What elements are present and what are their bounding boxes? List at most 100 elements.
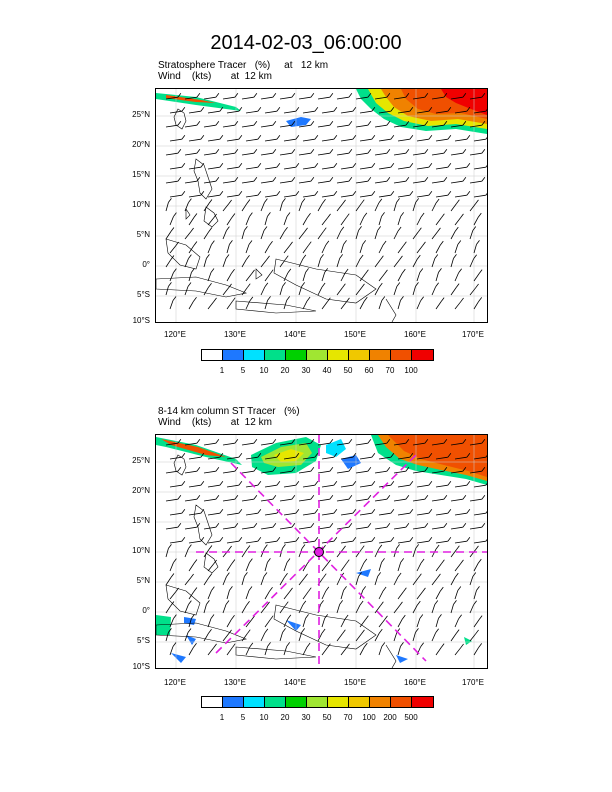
panel1-wind-barb: [435, 138, 448, 142]
panel2-wind-barb: [298, 577, 305, 586]
panel2-wind-barb-flag: [291, 522, 296, 528]
panel1-wind-barb: [184, 258, 189, 268]
panel2-wind-barb-flag: [396, 544, 400, 549]
panel1-wind-barb: [321, 110, 334, 114]
panel1-wind-barb: [412, 202, 417, 212]
panel1-wind-barb-flag: [422, 241, 426, 247]
panel2-wind-barb: [317, 632, 323, 642]
panel1-lon-150e: 150°E: [344, 330, 366, 339]
panel1-wind-barb-flag: [251, 269, 255, 275]
panel1-wind-barb: [222, 230, 227, 240]
panel2-wind-barb-flag: [295, 508, 300, 514]
panel1-wind-barb-flag: [215, 92, 220, 98]
panel1-wind-barb: [431, 180, 444, 184]
panel1-wind-barb-flag: [365, 269, 369, 275]
panel2-wind-barb: [207, 484, 220, 488]
panel2-wind-barb: [336, 576, 342, 586]
panel2-wind-barb: [355, 526, 368, 530]
panel1-wind-barb-flag: [238, 190, 243, 196]
panel1-wind-barb-flag: [428, 190, 433, 196]
panel2-wind-barb-flag: [264, 628, 269, 634]
panel1-wind-barb: [298, 258, 304, 268]
panel2-wind-barb: [298, 470, 311, 474]
panel1-colorbar-label: 50: [343, 366, 353, 375]
panel2-wind-barb-flag: [363, 558, 368, 564]
panel1-wind-barb: [241, 259, 247, 268]
panel2-wind-barb-flag: [264, 544, 268, 549]
panel1-wind-barb-flag: [193, 213, 198, 218]
panel1-wind-barb: [184, 152, 197, 156]
panel1-wind-barb-flag: [460, 297, 464, 303]
panel2-colorbar-box: [223, 697, 244, 707]
panel1-wind-barb: [340, 301, 347, 310]
panel1-wind-barb-flag: [234, 148, 239, 154]
panel2-wind-barb: [450, 526, 463, 530]
panel1-wind-barb: [450, 180, 463, 184]
panel2-lat-10n: 10°N: [132, 546, 150, 555]
panel1-wind-barb-flag: [424, 176, 429, 182]
panel1-wind-barb-flag: [291, 176, 296, 182]
panel2-wind-barb-flag: [346, 643, 350, 649]
panel2-wind-barb: [412, 526, 425, 530]
panel1-wind-barb: [454, 244, 459, 254]
panel2-wind-barb-flag: [443, 494, 448, 500]
panel2-wind-barb-flag: [291, 494, 296, 500]
panel2-wind-barb: [378, 562, 382, 572]
panel2-wind-barb: [245, 512, 258, 516]
panel1-wind-barb-flag: [168, 198, 172, 203]
panel2-wind-barb: [355, 498, 368, 502]
panel1-wind-barb-flag: [253, 176, 258, 182]
panel2-wind-barb-flag: [234, 522, 239, 528]
panel1-wind-barb-flag: [226, 226, 230, 231]
panel2-wind-barb: [283, 591, 290, 600]
panel2-wind-barb: [416, 562, 422, 572]
panel1-wind-barb-flag: [367, 148, 372, 154]
panel2-wind-barb: [473, 562, 479, 572]
panel2-wind-barb: [165, 526, 178, 530]
panel1-wind-barb: [336, 287, 343, 296]
panel2-wind-barb-flag: [371, 480, 376, 486]
panel2-wind-barb-flag: [168, 544, 172, 549]
panel1-wind-barb: [260, 259, 267, 268]
panel2-lon-120e: 120°E: [164, 678, 186, 687]
panel1-colorbar-label: 30: [301, 366, 311, 375]
panel2-wind-barb-flag: [304, 573, 308, 579]
panel1-wind-barb: [359, 166, 372, 170]
panel2-wind-barb-flag: [253, 494, 258, 500]
panel1-wind-barb-flag: [462, 120, 467, 126]
panel1-wind-barb: [397, 138, 410, 142]
panel1-wind-barb: [188, 138, 201, 142]
panel1-wind-barb: [165, 259, 172, 268]
panel2-wind-barb: [435, 540, 448, 544]
panel1-wind-barb-flag: [269, 269, 274, 274]
panel2-wind-barb-flag: [485, 511, 487, 514]
panel1-wind-barb-flag: [228, 283, 232, 289]
panel1-wind-barb-flag: [177, 148, 182, 154]
panel1-wind-barb-flag: [478, 297, 483, 302]
panel1-wind-barb-flag: [234, 176, 239, 182]
panel2-wind-barb: [378, 540, 391, 544]
panel1-wind-barb-flag: [301, 282, 306, 287]
panel1-wind-barb: [264, 300, 268, 310]
panel2-wind-barb-flag: [424, 466, 429, 472]
panel1-wind-barb: [416, 138, 429, 142]
panel2-wind-barb-flag: [447, 536, 452, 542]
panel2-wind-barb: [393, 498, 406, 502]
panel1-wind-barb: [431, 96, 444, 100]
panel1-wind-barb: [374, 202, 380, 212]
panel2-colorbar-box: [307, 697, 328, 707]
panel2-wind-barb: [245, 456, 258, 460]
panel1-wind-barb: [203, 180, 216, 184]
panel1-wind-barb-flag: [371, 134, 376, 140]
panel1-colorbar-label: 20: [280, 366, 290, 375]
panel2-wind-barb: [378, 619, 385, 628]
panel2-wind-barb: [222, 526, 235, 530]
panel1-wind-barb-flag: [190, 227, 194, 233]
panel1-wind-barb: [359, 300, 365, 310]
panel2-wind-barb: [260, 548, 265, 558]
panel2-wind-barb: [188, 540, 201, 544]
panel2-wind-barb: [355, 633, 362, 642]
panel2-wind-barb: [321, 590, 327, 600]
panel2-wind-barb-flag: [359, 600, 364, 606]
panel2-wind-barb: [416, 456, 429, 460]
